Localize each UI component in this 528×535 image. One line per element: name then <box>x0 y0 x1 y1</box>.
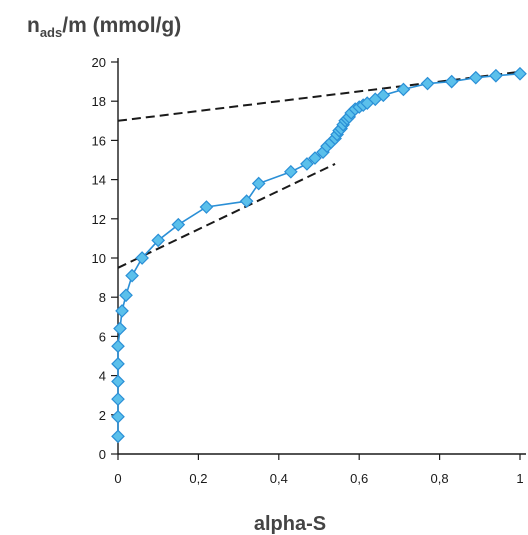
y-tick-label: 20 <box>92 55 106 70</box>
data-point <box>113 321 127 336</box>
x-tick-label: 0 <box>114 471 121 486</box>
data-point <box>396 82 411 97</box>
data-point <box>111 429 125 444</box>
data-point <box>468 70 483 85</box>
axes: 0 2 4 6 8 10 12 14 16 18 20 0 0,2 0,4 0,6 0,8 1 <box>92 55 526 486</box>
data-point <box>300 157 314 171</box>
y-tick-label: 18 <box>92 94 106 109</box>
y-tick-label: 14 <box>92 173 106 188</box>
data-point <box>284 164 298 179</box>
data-point <box>119 288 133 303</box>
data-point <box>199 200 214 214</box>
data-point <box>239 194 254 209</box>
x-tick-label: 1 <box>516 471 523 486</box>
data-point <box>135 251 149 265</box>
data-point <box>376 88 391 103</box>
data-point <box>489 68 503 83</box>
y-tick-label: 2 <box>99 408 106 423</box>
y-tick-label: 16 <box>92 133 106 148</box>
y-tick-label: 12 <box>92 212 106 227</box>
trend-lines <box>117 70 521 269</box>
data-point <box>420 76 435 91</box>
y-axis-title-main: n <box>27 14 40 37</box>
x-tick-label: 0,2 <box>189 471 207 486</box>
x-axis-title: alpha-S <box>254 513 326 535</box>
data-point <box>111 392 125 406</box>
x-tick-label: 0,6 <box>350 471 368 486</box>
data-point <box>308 151 322 165</box>
y-axis-title-subscript: ads <box>40 25 62 40</box>
data-point <box>111 339 125 354</box>
trend-line-2 <box>117 70 521 122</box>
data-series <box>111 66 527 444</box>
series-line <box>117 73 521 437</box>
data-point <box>171 217 186 232</box>
y-tick-label: 0 <box>99 447 106 462</box>
data-point <box>111 409 125 424</box>
data-point <box>125 268 139 283</box>
data-point <box>151 233 166 248</box>
y-tick-label: 4 <box>99 369 106 384</box>
x-tick-label: 0,8 <box>431 471 449 486</box>
y-axis-title-rest: /m (mmol/g) <box>62 14 181 37</box>
data-point <box>444 74 459 89</box>
x-tick-label: 0,4 <box>270 471 288 486</box>
y-tick-label: 8 <box>99 290 106 305</box>
y-axis-title: nads/m (mmol/g) <box>27 14 181 40</box>
data-point <box>115 304 129 318</box>
y-tick-label: 10 <box>92 251 106 266</box>
data-point <box>513 66 527 81</box>
trend-line-1 <box>117 163 336 269</box>
data-point <box>251 176 266 191</box>
data-point <box>111 356 125 371</box>
data-point <box>111 374 125 389</box>
y-tick-label: 6 <box>99 329 106 344</box>
